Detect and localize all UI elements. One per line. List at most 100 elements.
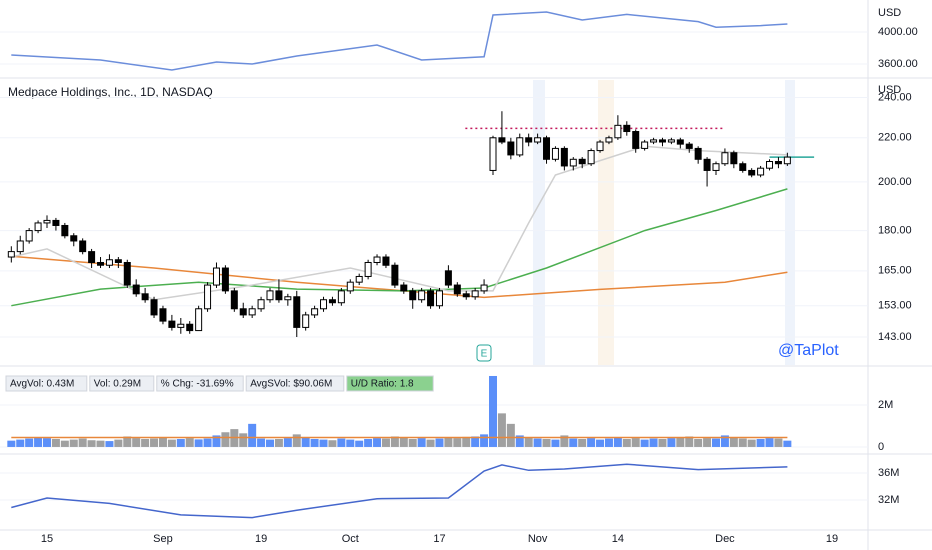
- candle-body: [453, 284, 461, 295]
- volume-bar: [301, 437, 310, 447]
- volume-bar: [34, 437, 43, 447]
- volume-bar: [738, 438, 747, 447]
- candle-body: [721, 152, 729, 165]
- candle-body: [712, 163, 720, 171]
- candle-body: [61, 224, 69, 237]
- x-tick-label: Nov: [528, 533, 548, 545]
- volume-bar: [390, 436, 399, 447]
- volume-bar: [604, 438, 613, 447]
- badge-bg: [156, 375, 244, 392]
- volume-bar: [765, 438, 774, 447]
- y-tick-label: 153.00: [878, 300, 912, 312]
- candle-body: [614, 124, 622, 139]
- candle-body: [694, 147, 702, 160]
- candle-body: [105, 259, 113, 266]
- badge-bg: [245, 375, 345, 392]
- y-tick-label: 3600.00: [878, 58, 918, 70]
- candle-body: [275, 290, 283, 301]
- y-tick-label: 220.00: [878, 132, 912, 144]
- candle-body: [534, 137, 542, 143]
- volume-bar: [346, 439, 355, 447]
- volume-bar: [489, 375, 497, 447]
- volume-bar: [319, 439, 328, 447]
- candle-body: [766, 161, 774, 169]
- volume-bar: [569, 438, 578, 447]
- candle-body: [123, 261, 131, 286]
- volume-bar: [43, 438, 51, 447]
- candle-body: [355, 275, 363, 283]
- volume-bar: [720, 435, 729, 447]
- candle-body: [141, 293, 149, 301]
- chart-title: Medpace Holdings, Inc., 1D, NASDAQ: [8, 85, 213, 99]
- volume-bar: [16, 439, 25, 447]
- candle-body: [596, 141, 604, 152]
- volume-bar: [25, 438, 34, 447]
- volume-bar: [453, 438, 462, 447]
- volume-bar: [578, 438, 587, 447]
- candle-body: [444, 270, 452, 286]
- moving-average: [11, 255, 788, 299]
- badge-bg: [5, 375, 88, 392]
- candle-body: [748, 169, 756, 176]
- badge: U/D Ratio: 1.8: [351, 379, 414, 390]
- y-tick-label: 32M: [878, 494, 899, 506]
- volume-bar: [542, 438, 551, 447]
- candle-body: [658, 139, 666, 143]
- candle-body: [212, 267, 220, 286]
- unit-label: USD: [878, 84, 901, 96]
- volume-bar: [114, 439, 123, 447]
- y-tick-label: 180.00: [878, 224, 912, 236]
- candle-body: [248, 308, 256, 316]
- candle-body: [177, 323, 185, 328]
- candle-body: [257, 299, 265, 310]
- volume-bar: [337, 438, 346, 447]
- candle-body: [400, 284, 408, 292]
- candle-body: [480, 284, 488, 292]
- volume-bar: [212, 435, 221, 447]
- candle-body: [79, 240, 87, 253]
- candle-body: [320, 299, 328, 310]
- candle-body: [516, 137, 524, 156]
- candle-body: [284, 296, 292, 301]
- volume-bar: [444, 437, 453, 447]
- candle-body: [641, 141, 649, 149]
- volume-bar: [123, 436, 132, 447]
- candle-body: [667, 139, 675, 143]
- volume-bar: [587, 438, 596, 447]
- candle-body: [159, 308, 167, 322]
- volume-bar: [497, 413, 506, 447]
- volume-bar: [435, 438, 444, 447]
- volume-bar: [105, 441, 114, 447]
- volume-bar: [640, 439, 649, 447]
- volume-bar: [747, 439, 756, 447]
- candle-body: [88, 251, 96, 263]
- badge: % Chg: -31.69%: [161, 379, 234, 390]
- volume-bar: [60, 440, 69, 447]
- candle-body: [435, 290, 443, 307]
- volume-bar: [87, 440, 96, 447]
- volume-bar: [194, 439, 203, 447]
- volume-bar: [524, 437, 533, 447]
- volume-bar: [328, 440, 337, 447]
- volume-bar: [596, 439, 605, 447]
- candle-body: [578, 158, 586, 165]
- watermark: @TaPlot: [778, 342, 839, 359]
- volume-bar: [685, 436, 694, 447]
- volume-bar: [310, 438, 319, 447]
- candle-body: [605, 137, 613, 143]
- candle-body: [391, 264, 399, 286]
- candle-body: [186, 323, 194, 332]
- candle-body: [551, 147, 559, 160]
- candle-body: [382, 256, 390, 266]
- volume-bar: [274, 438, 283, 447]
- x-tick-label: 17: [433, 533, 445, 545]
- volume-bar: [417, 438, 426, 447]
- volume-bar: [613, 437, 622, 447]
- volume-bar: [355, 440, 364, 447]
- volume-bar: [78, 438, 87, 447]
- volume-bar: [560, 435, 569, 447]
- candle-body: [132, 284, 140, 295]
- y-tick-label: 240.00: [878, 91, 912, 103]
- candle-body: [311, 308, 319, 316]
- candle-body: [302, 314, 310, 328]
